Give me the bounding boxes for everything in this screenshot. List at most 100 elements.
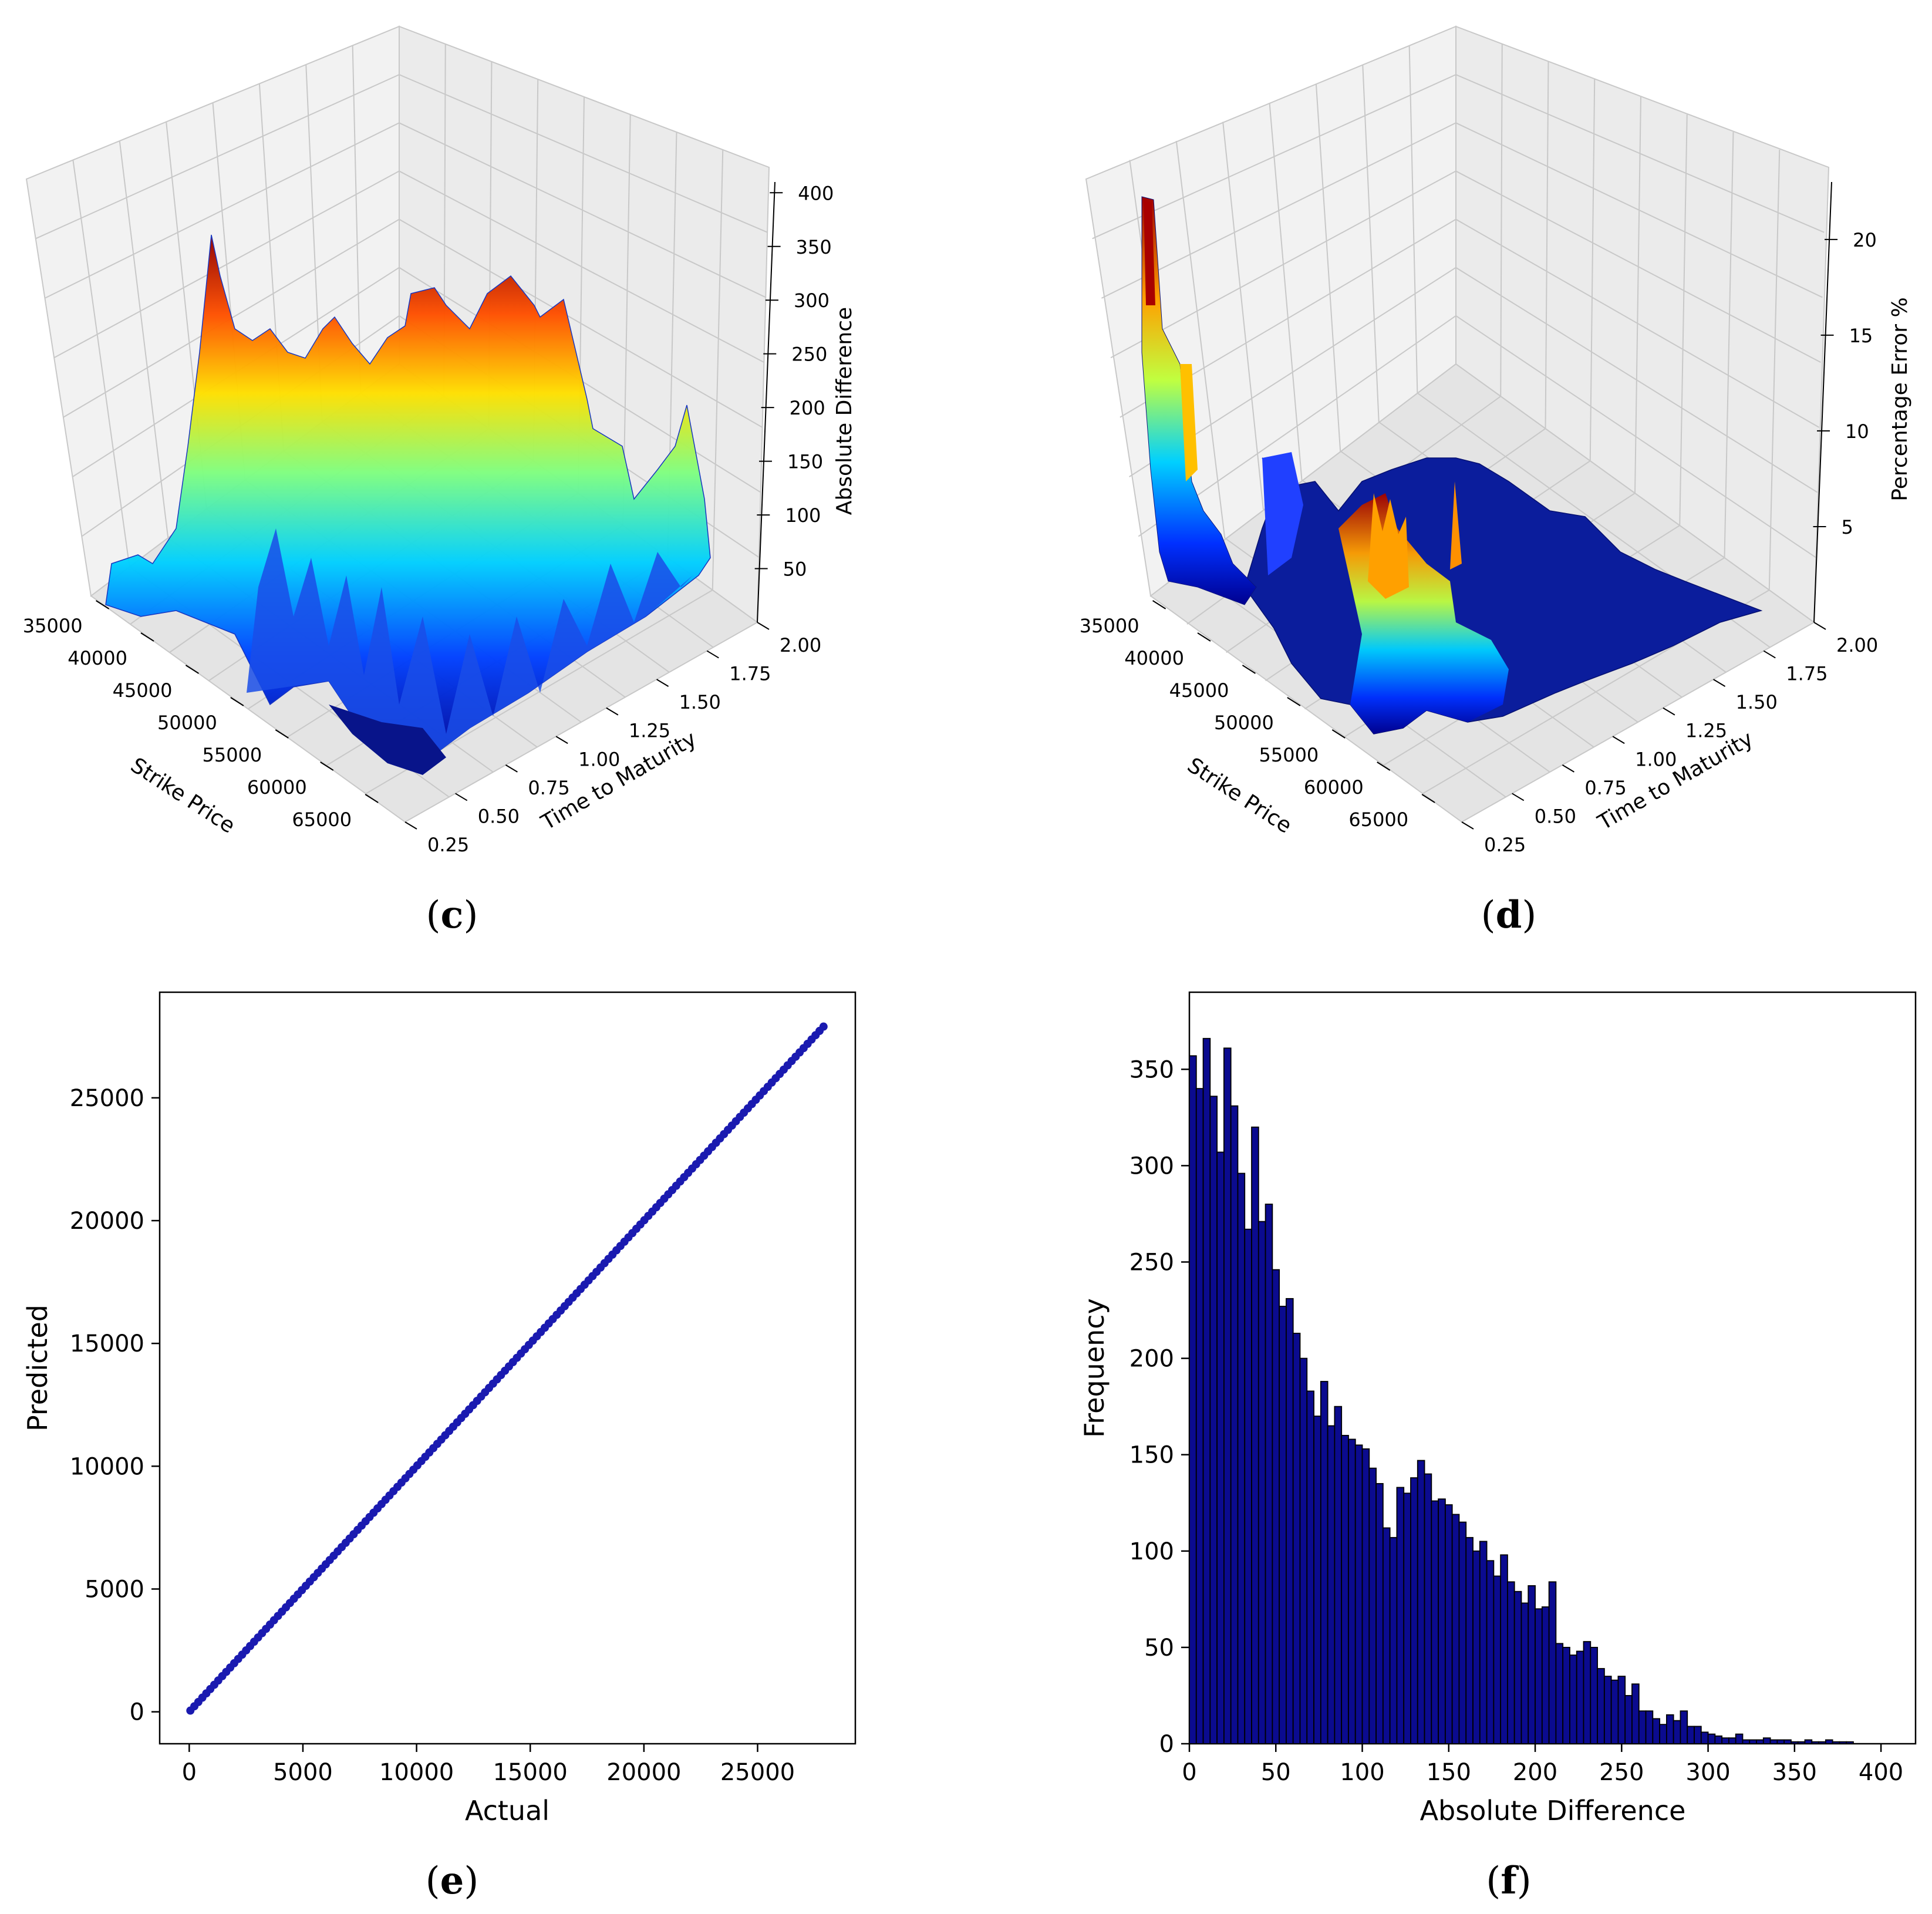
d-y-tick-mark xyxy=(1512,793,1525,801)
histogram-bar xyxy=(1237,1172,1246,1744)
d-x-tick-label: 55000 xyxy=(1259,744,1319,766)
histogram-bar xyxy=(1528,1585,1536,1744)
d-y-tick-label: 0.25 xyxy=(1484,834,1526,856)
histogram-bar xyxy=(1535,1608,1543,1744)
c-z-axis-line xyxy=(757,181,776,623)
c-z-tick-label: 250 xyxy=(791,343,827,366)
d-y-tick-mark xyxy=(1813,622,1826,630)
histogram-bar xyxy=(1486,1560,1495,1744)
histogram-bar xyxy=(1624,1695,1633,1744)
c-gridline-z xyxy=(63,218,763,428)
d-x-tick-mark xyxy=(1197,632,1211,642)
f-x-tick-label: 300 xyxy=(1685,1759,1730,1786)
f-y-tick-label: 350 xyxy=(1129,1056,1174,1083)
histogram-bar xyxy=(1749,1739,1757,1744)
histogram-bar xyxy=(1548,1581,1557,1744)
histogram-bar xyxy=(1230,1105,1239,1744)
e-y-tick-label: 15000 xyxy=(70,1330,144,1357)
c-z-tick-label: 300 xyxy=(794,289,830,312)
histogram-bar xyxy=(1832,1741,1840,1744)
f-x-tick-label: 200 xyxy=(1513,1759,1557,1786)
histogram-bar xyxy=(1500,1554,1508,1744)
d-x-tick-label: 65000 xyxy=(1348,808,1408,831)
d-x-tick-mark xyxy=(1331,729,1346,739)
panel-e-y-ticks: 0 5000 10000 15000 20000 25000 xyxy=(70,1085,160,1726)
d-y-tick-label: 1.75 xyxy=(1786,663,1828,685)
d-x-tick-mark xyxy=(1377,761,1391,771)
c-x-tick-label: 35000 xyxy=(23,615,83,637)
f-x-tick-label: 0 xyxy=(1182,1759,1196,1786)
c-x-tick-mark xyxy=(275,729,289,739)
c-gridline-z xyxy=(72,267,761,493)
histogram-bar xyxy=(1451,1514,1460,1744)
histogram-bar xyxy=(1244,1228,1252,1744)
histogram-bar xyxy=(1797,1741,1806,1744)
c-x-tick-label: 50000 xyxy=(157,712,217,734)
panel-c-surface-plot: 35000 40000 45000 50000 55000 60000 65000 0.25… xyxy=(23,25,857,937)
c-z-tick-label: 50 xyxy=(783,558,807,581)
histogram-bar xyxy=(1694,1726,1702,1744)
histogram-bar xyxy=(1458,1521,1467,1744)
histogram-bar xyxy=(1610,1679,1619,1744)
histogram-bar xyxy=(1265,1204,1273,1744)
histogram-bar xyxy=(1341,1434,1349,1744)
panel-d-z-ticks: 5 10 15 20 xyxy=(1813,181,1877,623)
c-y-tick-label: 0.75 xyxy=(528,777,569,799)
c-y-tick-mark xyxy=(656,679,669,688)
c-y-tick-label: 1.25 xyxy=(629,720,670,742)
histogram-bar xyxy=(1742,1739,1751,1744)
histogram-bar xyxy=(1818,1741,1826,1744)
d-y-tick-label: 1.25 xyxy=(1685,720,1727,742)
panel-e-y-label: Predicted xyxy=(22,1305,53,1431)
histogram-bar xyxy=(1680,1710,1688,1744)
histogram-bar xyxy=(1209,1096,1218,1744)
c-x-tick-label: 60000 xyxy=(247,776,307,798)
c-gridline-z xyxy=(35,74,768,240)
d-gridline-z xyxy=(1138,315,1816,558)
f-y-tick-label: 200 xyxy=(1129,1346,1174,1373)
histogram-bar xyxy=(1313,1416,1321,1744)
panel-d-z-label: Percentage Error % xyxy=(1888,297,1912,501)
histogram-bar xyxy=(1673,1720,1681,1744)
c-y-tick-mark xyxy=(706,650,719,659)
c-y-tick-mark xyxy=(505,764,518,773)
histogram-bar xyxy=(1555,1643,1564,1744)
e-x-tick-label: 0 xyxy=(182,1759,197,1786)
c-x-tick-mark xyxy=(140,632,154,642)
histogram-bar xyxy=(1438,1498,1446,1744)
c-x-tick-label: 40000 xyxy=(68,647,127,669)
histogram-bar xyxy=(1216,1151,1225,1744)
histogram-bar xyxy=(1597,1668,1605,1744)
panel-e-x-label: Actual xyxy=(465,1795,549,1827)
d-z-tick-label: 5 xyxy=(1842,516,1853,538)
c-x-tick-mark xyxy=(230,697,244,706)
panel-f-y-label: Frequency xyxy=(1078,1298,1110,1438)
panel-f-bars xyxy=(1189,1037,1854,1744)
histogram-bar xyxy=(1431,1500,1439,1744)
histogram-bar xyxy=(1348,1438,1356,1744)
c-y-tick-mark xyxy=(555,736,568,744)
panel-d-caption: (d) xyxy=(1481,893,1537,937)
e-y-tick-label: 20000 xyxy=(70,1208,144,1235)
panel-f-histogram: 0 50 100 150 200 250 300 350 400 0 50 100 150 200 250… xyxy=(1078,991,1917,1903)
c-gridline-z xyxy=(44,122,766,299)
e-y-tick-label: 25000 xyxy=(70,1085,144,1112)
histogram-bar xyxy=(1223,1047,1232,1744)
f-y-tick-label: 50 xyxy=(1144,1635,1174,1662)
histogram-bar xyxy=(1272,1269,1280,1744)
f-y-tick-label: 150 xyxy=(1129,1442,1174,1469)
f-x-tick-label: 50 xyxy=(1261,1759,1291,1786)
histogram-bar xyxy=(1189,1055,1197,1744)
histogram-bar xyxy=(1403,1492,1411,1744)
f-x-tick-label: 250 xyxy=(1599,1759,1644,1786)
histogram-bar xyxy=(1195,1088,1204,1744)
d-x-tick-mark xyxy=(1421,794,1435,803)
histogram-bar xyxy=(1479,1541,1488,1744)
d-x-tick-mark xyxy=(1242,665,1256,674)
c-y-tick-label: 1.00 xyxy=(578,748,620,770)
histogram-bar xyxy=(1825,1739,1833,1744)
d-x-tick-label: 40000 xyxy=(1124,647,1184,669)
histogram-bar xyxy=(1410,1477,1418,1744)
d-y-tick-mark xyxy=(1461,821,1474,830)
